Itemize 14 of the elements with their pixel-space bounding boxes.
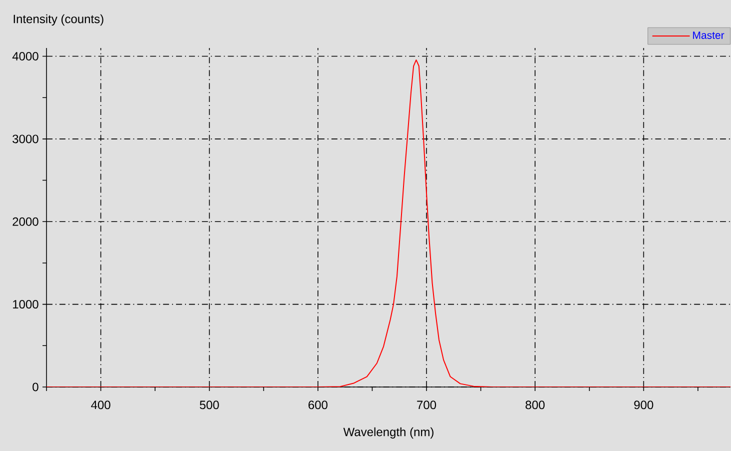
x-tick-label: 600 [308,400,328,410]
y-tick-label: 3000 [12,134,38,144]
x-tick-label: 400 [91,400,110,410]
legend-label: Master [693,32,724,39]
y-tick-label: 0 [32,382,38,392]
y-tick-label: 4000 [12,52,38,61]
y-tick-label: 1000 [13,300,38,309]
x-tick-label: 800 [526,400,545,410]
x-tick-label: 500 [200,400,219,410]
x-axis-title: Wavelength (nm) [343,427,434,439]
x-tick-label: 900 [634,400,654,410]
y-axis-title: Intensity (counts) [14,14,104,26]
y-tick-label: 2000 [12,217,38,226]
x-tick-label: 700 [417,400,436,410]
